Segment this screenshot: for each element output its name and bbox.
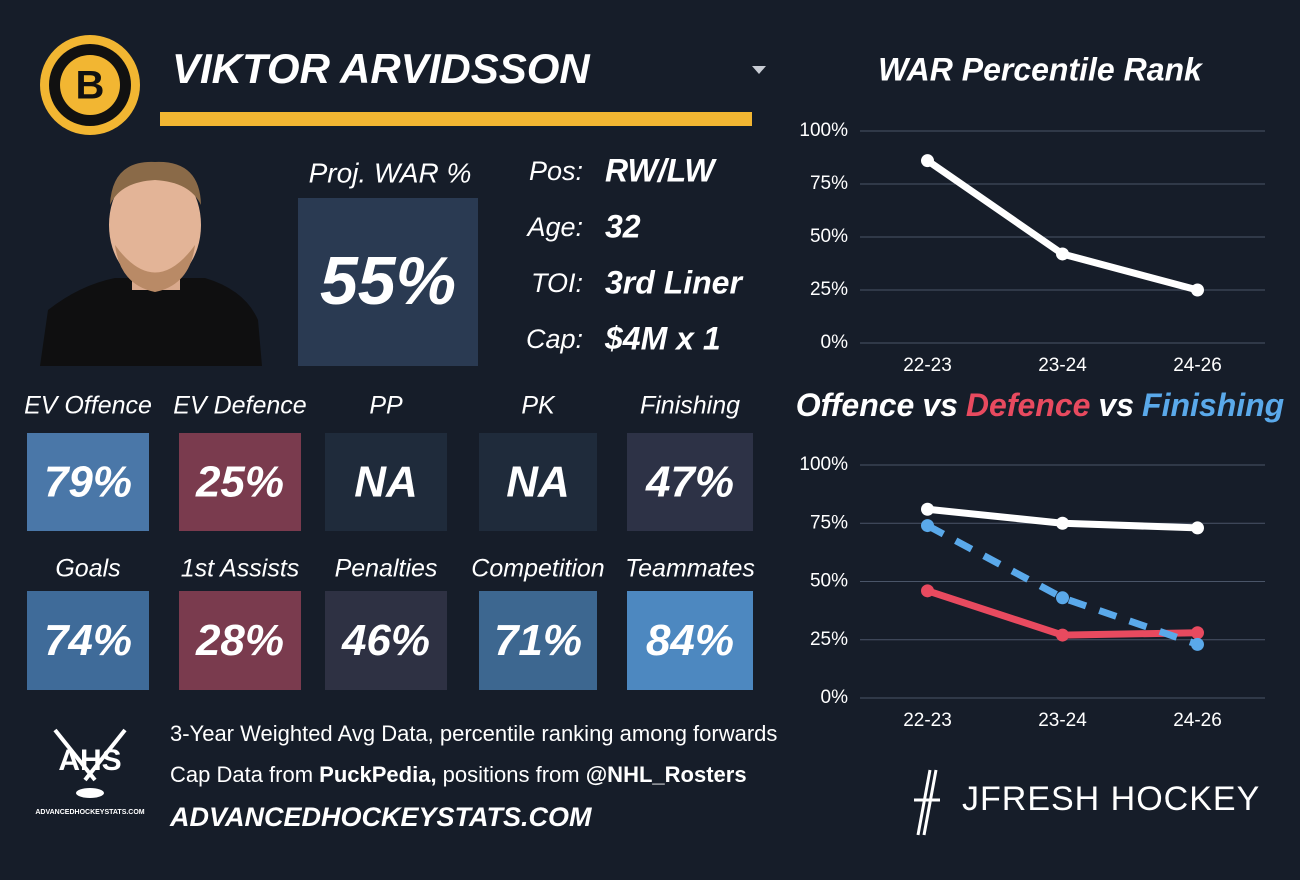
point [1056,628,1069,642]
team-logo: B [40,35,140,135]
tile-label: Competition [471,555,604,583]
info-value: RW/LW [605,152,717,188]
y-tick-label: 75% [810,173,848,194]
point [1056,591,1069,605]
tile [179,433,301,531]
y-tick-label: 25% [810,629,848,650]
point [921,154,934,168]
y-tick-label: 50% [810,571,848,592]
point [1191,283,1204,297]
charts: 0% 25% 50% 75% 100% 22-23 23-24 24-26 WAR Percen… [796,51,1284,731]
source-part: @NHL_Rosters [586,762,747,787]
tile-value: NA [354,458,418,507]
ahs-logo: AHS ADVANCEDHOCKEYSTATS.COM [35,728,145,816]
tile [479,591,597,690]
brand-name: JFRESH HOCKEY [962,780,1260,818]
tile-value: 47% [645,458,734,507]
info-list: Pos: RW/LW Age: 32 TOI: 3rd Liner Cap: $4M x 1 [525,152,743,356]
projection-box [298,198,478,366]
tile-label: PK [521,392,556,420]
tile [27,433,149,531]
x-tick-label: 24-26 [1173,710,1222,731]
info-label: TOI: [531,268,583,298]
info-value: 3rd Liner [605,264,743,300]
point [1191,637,1204,651]
tile-label: Goals [55,555,120,583]
projection-value: 55% [320,243,456,319]
tile [325,433,447,531]
tile-value: 25% [195,458,284,507]
dropdown-arrow[interactable] [752,66,766,74]
y-tick-label: 100% [799,454,848,475]
footer-note: 3-Year Weighted Avg Data, percentile ran… [170,721,777,746]
y-tick-label: 0% [821,332,849,353]
tile [627,433,753,531]
legend-entry: Offence [796,387,915,423]
tile-label: Teammates [625,555,755,583]
tile-label: EV Offence [24,392,152,420]
chart-title: WAR Percentile Rank [878,51,1204,87]
tile-value: 79% [44,458,132,507]
ahs-logo-site: ADVANCEDHOCKEYSTATS.COM [35,809,144,816]
info-label: Cap: [526,324,583,354]
source-part: PuckPedia, [319,762,436,787]
tile-value: 84% [646,616,734,665]
y-tick-label: 50% [810,226,848,247]
y-tick-label: 25% [810,279,848,300]
chart-title: Offence vs Defence vs Finishing [796,387,1284,423]
tile-value: 71% [494,616,582,665]
info-label: Age: [525,212,583,242]
tiles: EV Offence 79% EV Defence 25% PP NA PK NA Finish… [24,392,755,690]
point [921,502,934,516]
y-tick-label: 100% [799,120,848,141]
x-tick-label: 22-23 [903,355,952,376]
x-tick-label: 23-24 [1038,710,1087,731]
tile-value: NA [506,458,570,507]
tile [325,591,447,690]
tile [479,433,597,531]
tile-value: 46% [341,616,430,665]
source-part: Cap Data from [170,762,319,787]
y-tick-label: 75% [810,512,848,533]
title-joiner: vs [1098,387,1134,423]
tile-label: Finishing [640,392,740,420]
point [1191,521,1204,535]
ahs-logo-text: AHS [58,744,121,777]
tile-value: 28% [195,616,284,665]
footer-site: ADVANCEDHOCKEYSTATS.COM [169,802,592,832]
team-logo-letter: B [76,64,105,108]
point [1191,626,1204,640]
title-joiner: vs [922,387,958,423]
info-value: $4M x 1 [604,320,721,356]
tile-label: PP [369,392,403,420]
info-label: Pos: [529,156,583,186]
tile-label: Penalties [335,555,438,583]
point [1056,247,1069,261]
info-value: 32 [605,208,641,244]
tile [179,591,301,690]
tile-value: 74% [44,616,132,665]
legend-entry: Defence [966,387,1091,423]
point [921,584,934,598]
tile-label: EV Defence [173,392,306,420]
x-tick-label: 24-26 [1173,355,1222,376]
footer-sources: Cap Data from PuckPedia, positions from … [170,762,747,787]
x-tick-label: 22-23 [903,710,952,731]
brand-logo [914,769,940,836]
source-part: positions from [437,762,586,787]
player-name: VIKTOR ARVIDSSON [172,45,591,92]
player-photo [40,161,262,366]
tile [27,591,149,690]
tile [627,591,753,690]
point [921,519,934,533]
y-tick-label: 0% [821,687,849,708]
legend-entry: Finishing [1142,387,1284,423]
name-underline [160,112,752,126]
projection-label: Proj. WAR % [309,157,472,188]
point [1056,516,1069,530]
tile-label: 1st Assists [181,555,300,583]
x-tick-label: 23-24 [1038,355,1087,376]
